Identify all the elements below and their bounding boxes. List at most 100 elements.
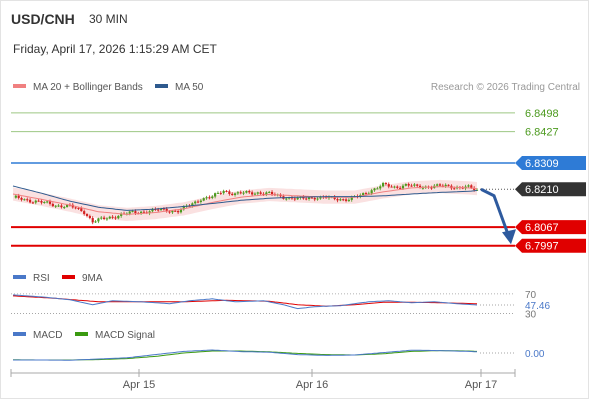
candle-body (256, 192, 259, 194)
candle (404, 183, 407, 187)
candle-body (54, 205, 57, 207)
price-panel: 6.8498 6.8427 6.8309 6.8067 6.7997 6.8210 (11, 108, 586, 253)
candle-body (191, 203, 194, 206)
candle-body (413, 184, 416, 186)
candle (28, 198, 32, 204)
candle (347, 198, 351, 202)
candle-body (74, 207, 77, 209)
candle (259, 190, 262, 195)
datetime-label: Friday, April 17, 2026 1:15:29 AM CET (13, 42, 218, 56)
legend-swatch-rsi-ma (62, 275, 75, 279)
candle-body (410, 185, 413, 187)
candle-body (265, 192, 268, 195)
level-label-6.8309: 6.8309 (525, 158, 559, 170)
x-tick-label: Apr 17 (465, 379, 497, 391)
candle-body (151, 208, 154, 212)
candle-body (211, 196, 214, 198)
candle (40, 199, 43, 205)
legend-label-macd-signal: MACD Signal (95, 330, 155, 341)
candle-body (91, 218, 94, 223)
candle-body (46, 201, 49, 203)
candle-body (467, 185, 470, 187)
level-label-6.8067: 6.8067 (525, 222, 559, 234)
candle-body (131, 211, 134, 213)
candle-body (40, 201, 43, 203)
candle-body (336, 199, 339, 201)
main-legend: MA 20 + Bollinger Bands MA 50 (13, 82, 204, 93)
candle (171, 210, 174, 215)
candle-body (396, 186, 399, 188)
level-label-6.8498: 6.8498 (525, 108, 559, 120)
candle-body (350, 196, 353, 200)
candle-body (222, 190, 225, 194)
candle (376, 186, 379, 190)
candle-body (259, 192, 262, 194)
candle-body (77, 208, 80, 210)
candle-body (199, 200, 202, 202)
candle-body (347, 199, 351, 201)
candle-body (416, 184, 419, 186)
candle-body (381, 183, 385, 187)
candle-body (293, 198, 296, 200)
candle-body (14, 195, 17, 198)
candle-body (447, 184, 450, 186)
candle-body (333, 196, 336, 200)
candle-body (268, 191, 271, 193)
candle (384, 182, 388, 186)
candle (114, 215, 117, 220)
candle-body (404, 183, 407, 186)
level-tag-bg-6.7997 (515, 238, 586, 253)
candle-body (142, 211, 146, 213)
candle (199, 198, 202, 204)
candle-body (128, 211, 131, 214)
candle-body (159, 208, 163, 211)
candle-body (97, 218, 100, 222)
candle (268, 190, 271, 194)
candle-body (108, 216, 111, 219)
candle (390, 184, 393, 188)
candle-body (111, 216, 114, 218)
candle (60, 203, 63, 209)
candle-body (94, 221, 97, 223)
candle (208, 195, 211, 200)
candle-body (28, 199, 32, 203)
candle-body (401, 185, 405, 189)
candle-body (171, 210, 174, 213)
candle-body (105, 218, 109, 220)
candle (83, 209, 86, 216)
candle-body (225, 190, 228, 192)
candle-body (470, 185, 473, 188)
candle (211, 195, 214, 200)
candle-body (364, 193, 368, 195)
candle (219, 191, 222, 195)
forecast-arrowhead (502, 229, 516, 245)
candle-body (453, 188, 456, 190)
rsi-line (12, 294, 478, 310)
candle-body (85, 213, 89, 216)
candle-body (202, 198, 205, 201)
candle (248, 189, 251, 194)
timeframe-label: 30 MIN (89, 12, 128, 26)
level-tag-bg-6.8309 (515, 155, 586, 170)
legend-swatch-macd (13, 332, 26, 336)
candle-body (390, 186, 393, 188)
candle (94, 219, 97, 224)
candle (228, 189, 231, 196)
candle-body (26, 199, 29, 201)
candle (342, 198, 345, 202)
candle-body (23, 199, 26, 201)
candle (43, 201, 46, 204)
candle-body (20, 197, 23, 200)
last-price-tag: 6.8210 (515, 182, 586, 197)
candle (80, 206, 83, 212)
last-price-tag-bg (515, 182, 586, 197)
candle (253, 192, 257, 196)
candle-body (242, 192, 245, 194)
legend-swatch-rsi (13, 275, 26, 279)
level-tag-bg-6.8067 (515, 220, 586, 235)
candle (225, 190, 228, 193)
candle (91, 216, 94, 225)
credit-label: Research © 2026 Trading Central (431, 82, 580, 93)
symbol-title: USD/CNH (11, 11, 75, 27)
